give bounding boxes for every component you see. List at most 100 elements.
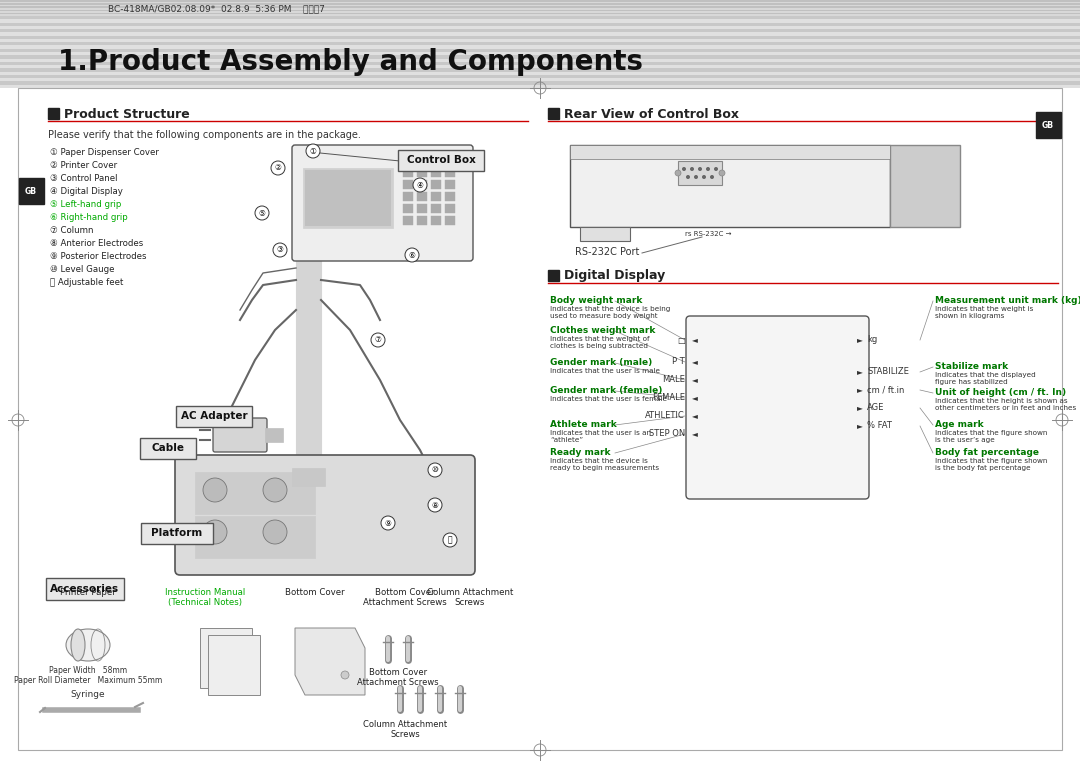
- Bar: [403, 216, 413, 225]
- Circle shape: [702, 175, 706, 179]
- Ellipse shape: [66, 629, 110, 661]
- Bar: [0, 3, 1080, 5]
- Bar: [417, 180, 427, 189]
- Text: Indicates that the device is
ready to begin measurements: Indicates that the device is ready to be…: [550, 458, 659, 471]
- Bar: [0, 29, 1080, 32]
- Text: ►: ►: [858, 385, 863, 394]
- FancyBboxPatch shape: [141, 523, 213, 544]
- Text: Rear View of Control Box: Rear View of Control Box: [564, 108, 739, 121]
- Bar: [431, 204, 441, 213]
- Text: Column Attachment
Screws: Column Attachment Screws: [363, 720, 447, 739]
- Polygon shape: [208, 635, 260, 695]
- FancyBboxPatch shape: [686, 316, 869, 499]
- Text: Measurement unit mark (kg): Measurement unit mark (kg): [935, 296, 1080, 305]
- Text: Body fat percentage: Body fat percentage: [935, 448, 1039, 457]
- Text: Indicates that the weight is
shown in kilograms: Indicates that the weight is shown in ki…: [935, 306, 1034, 319]
- Text: Accessories: Accessories: [51, 584, 120, 594]
- Text: ① Paper Dispenser Cover: ① Paper Dispenser Cover: [50, 148, 159, 157]
- Text: Indicates that the displayed
figure has stabilized: Indicates that the displayed figure has …: [935, 372, 1036, 385]
- Bar: [445, 180, 455, 189]
- Bar: [431, 180, 441, 189]
- Bar: [445, 216, 455, 225]
- Text: Product Structure: Product Structure: [64, 108, 190, 121]
- Text: Gender mark (male): Gender mark (male): [550, 358, 652, 367]
- Text: ⑩ Level Gauge: ⑩ Level Gauge: [50, 265, 114, 274]
- Text: 1.Product Assembly and Components: 1.Product Assembly and Components: [58, 48, 643, 76]
- Text: Athlete mark: Athlete mark: [550, 420, 617, 429]
- FancyBboxPatch shape: [213, 418, 267, 452]
- Bar: [548, 108, 559, 119]
- Text: Bottom Cover
Attachment Screws: Bottom Cover Attachment Screws: [357, 668, 438, 687]
- Text: Indicates that the user is female: Indicates that the user is female: [550, 396, 667, 402]
- Bar: [0, 55, 1080, 59]
- Bar: [403, 192, 413, 201]
- Bar: [0, 6, 1080, 8]
- Text: ④ Digital Display: ④ Digital Display: [50, 187, 123, 196]
- Text: ②: ②: [274, 163, 282, 172]
- Bar: [431, 168, 441, 177]
- Bar: [431, 192, 441, 201]
- Bar: [1036, 112, 1061, 138]
- Bar: [0, 16, 1080, 19]
- Circle shape: [710, 175, 714, 179]
- Circle shape: [264, 520, 287, 544]
- Bar: [0, 2, 1080, 3]
- Circle shape: [428, 463, 442, 477]
- Text: ◄: ◄: [692, 336, 698, 345]
- Text: Indicates that the figure shown
is the user’s age: Indicates that the figure shown is the u…: [935, 430, 1048, 443]
- Text: GB: GB: [25, 186, 37, 195]
- Text: Syringe: Syringe: [70, 690, 106, 699]
- Circle shape: [694, 175, 698, 179]
- Text: Body weight mark: Body weight mark: [550, 296, 643, 305]
- Text: □: □: [677, 336, 685, 345]
- Circle shape: [428, 498, 442, 512]
- Bar: [431, 216, 441, 225]
- Bar: [0, 85, 1080, 88]
- Bar: [195, 516, 315, 558]
- Text: STABILIZE: STABILIZE: [867, 368, 909, 376]
- Circle shape: [681, 167, 686, 171]
- Circle shape: [719, 170, 725, 176]
- Bar: [0, 75, 1080, 78]
- Bar: [0, 5, 1080, 6]
- Text: Clothes weight mark: Clothes weight mark: [550, 326, 656, 335]
- FancyBboxPatch shape: [140, 438, 195, 459]
- Text: ③ Control Panel: ③ Control Panel: [50, 174, 118, 183]
- Text: Stabilize mark: Stabilize mark: [935, 362, 1008, 371]
- Text: ⑦: ⑦: [375, 336, 381, 345]
- Circle shape: [443, 533, 457, 547]
- Bar: [0, 8, 1080, 10]
- Text: ►: ►: [858, 368, 863, 376]
- Text: ⑦ Column: ⑦ Column: [50, 226, 94, 235]
- Circle shape: [686, 175, 690, 179]
- Bar: [265, 428, 283, 442]
- Bar: [580, 227, 630, 241]
- Bar: [0, 10, 1080, 11]
- Text: cm / ft.in: cm / ft.in: [867, 385, 904, 394]
- Text: ①: ①: [310, 146, 316, 156]
- Bar: [0, 23, 1080, 26]
- Circle shape: [381, 516, 395, 530]
- Text: Indicates that the figure shown
is the body fat percentage: Indicates that the figure shown is the b…: [935, 458, 1048, 471]
- FancyBboxPatch shape: [175, 455, 475, 575]
- Circle shape: [341, 671, 349, 679]
- Circle shape: [203, 520, 227, 544]
- Bar: [292, 468, 325, 486]
- Text: BC-418MA/GB02.08.09*  02.8.9  5:36 PM    ページ7: BC-418MA/GB02.08.09* 02.8.9 5:36 PM ページ7: [108, 5, 325, 14]
- Text: P T: P T: [672, 358, 685, 366]
- Ellipse shape: [71, 629, 85, 661]
- Bar: [417, 216, 427, 225]
- Text: FEMALE: FEMALE: [652, 394, 685, 403]
- Bar: [445, 192, 455, 201]
- Text: Paper Width   58mm
Paper Roll Diameter   Maximum 55mm: Paper Width 58mm Paper Roll Diameter Max…: [14, 666, 162, 685]
- Bar: [0, 49, 1080, 52]
- Bar: [0, 14, 1080, 16]
- Text: ►: ►: [858, 421, 863, 430]
- Bar: [445, 204, 455, 213]
- FancyBboxPatch shape: [46, 578, 124, 600]
- Circle shape: [714, 167, 718, 171]
- Bar: [0, 69, 1080, 72]
- Bar: [0, 36, 1080, 39]
- Circle shape: [698, 167, 702, 171]
- Text: ⑨ Posterior Electrodes: ⑨ Posterior Electrodes: [50, 252, 147, 261]
